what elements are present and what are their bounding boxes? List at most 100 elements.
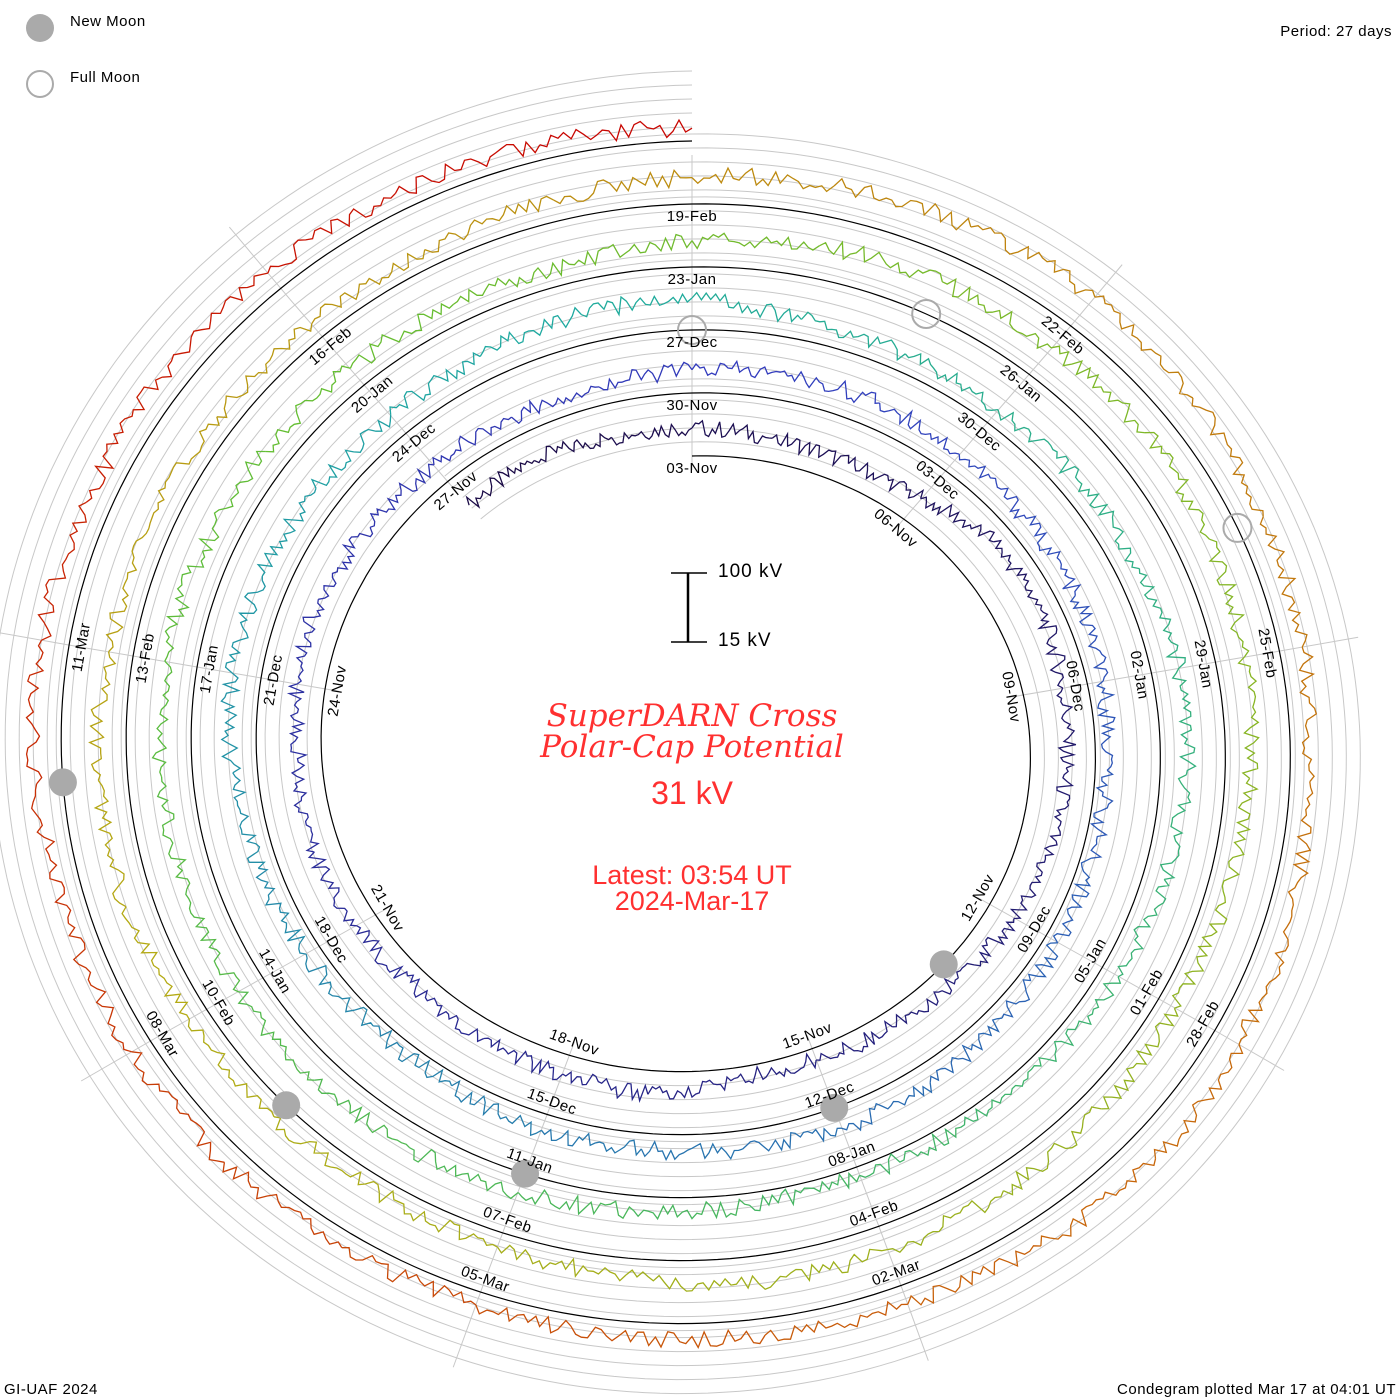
data-segment: [1052, 857, 1092, 944]
data-segment: [369, 463, 435, 528]
data-segment: [800, 311, 906, 362]
data-segment: [30, 783, 72, 924]
grid-spoke: [1202, 1023, 1285, 1071]
date-label: 15-Nov: [780, 1019, 834, 1053]
data-segment: [162, 272, 269, 378]
data-segment: [465, 460, 535, 509]
scale-top-label: 100 kV: [718, 561, 784, 582]
data-segment: [37, 501, 87, 641]
data-segment: [451, 1079, 542, 1137]
date-label: 19-Feb: [667, 208, 718, 225]
data-segment: [355, 925, 421, 988]
data-segment: [475, 1304, 620, 1342]
data-segment: [1077, 480, 1140, 570]
data-segment: [993, 539, 1043, 610]
data-segment: [1138, 568, 1186, 669]
data-segment: [68, 922, 132, 1053]
grid-spoke: [1201, 653, 1266, 665]
data-segment: [307, 851, 357, 927]
data-segment: [294, 599, 325, 685]
data-segment: [833, 177, 972, 231]
date-label: 05-Jan: [1071, 935, 1110, 986]
data-segment: [290, 768, 320, 853]
data-segment: [1259, 516, 1308, 648]
date-label: 06-Nov: [870, 505, 920, 551]
grid-spoke: [331, 347, 374, 396]
data-segment: [305, 953, 374, 1027]
data-segment: [1003, 1106, 1102, 1196]
data-segment: [610, 423, 693, 446]
legend-label: Full Moon: [70, 68, 141, 86]
data-segment: [625, 1269, 760, 1292]
data-segment: [691, 291, 802, 323]
legend-full-moon: Full Moon: [26, 68, 141, 98]
credit-label: GI-UAF 2024: [4, 1381, 98, 1398]
data-segment: [691, 419, 773, 445]
data-segment: [237, 991, 315, 1081]
grid-spoke: [80, 1033, 163, 1082]
data-segment: [265, 365, 351, 453]
grid-spoke: [146, 657, 211, 670]
data-segment: [929, 1017, 1003, 1083]
data-segment: [819, 240, 943, 282]
data-segment: [691, 359, 789, 379]
data-segment: [749, 1171, 861, 1212]
new-moon-marker: [272, 1091, 301, 1120]
data-segment: [394, 140, 541, 194]
grid-spoke: [274, 939, 332, 972]
data-segment: [1009, 845, 1055, 920]
data-segment: [148, 416, 220, 529]
data-segment: [1153, 1044, 1244, 1159]
data-segment: [1069, 595, 1109, 682]
grid-spoke: [0, 632, 83, 648]
latest-date: 2024-Mar-17: [614, 886, 770, 916]
date-label: 30-Nov: [666, 397, 717, 414]
data-segment: [758, 1248, 888, 1290]
data-segment: [517, 1189, 635, 1220]
data-segment: [1089, 769, 1114, 859]
scale-bar: [671, 572, 707, 643]
data-segment: [511, 385, 600, 425]
grid-spoke: [851, 1153, 875, 1214]
data-segment: [1238, 916, 1293, 1045]
data-segment: [310, 414, 392, 489]
data-segment: [1237, 656, 1260, 779]
data-segment: [105, 528, 150, 653]
new-moon-icon: [26, 14, 54, 42]
baselines: [60, 140, 1291, 1325]
data-segment: [640, 1140, 743, 1162]
data-segment: [93, 780, 127, 908]
data-segment: [224, 576, 266, 674]
grid-spoke: [1265, 636, 1359, 655]
data-segment: [691, 232, 820, 251]
data-segment: [232, 772, 266, 869]
data-segment: [1287, 781, 1314, 917]
data-segment: [847, 456, 925, 499]
data-segment: [255, 867, 307, 955]
data-segment: [409, 1147, 519, 1200]
data-segment: [1001, 942, 1059, 1019]
grid-spoke: [484, 1219, 509, 1280]
date-label: 28-Feb: [1183, 998, 1223, 1050]
grid-spoke: [289, 298, 332, 348]
data-segment: [413, 986, 485, 1043]
data-segment: [151, 660, 173, 778]
new-moon-marker: [48, 768, 77, 797]
date-label: 07-Feb: [481, 1204, 534, 1237]
grid-spoke: [1061, 264, 1123, 337]
plot-time-label: Condegram plotted Mar 17 at 04:01 UT: [1117, 1381, 1396, 1398]
data-segment: [1101, 1007, 1179, 1110]
data-segment: [185, 888, 241, 993]
data-segment: [1144, 431, 1210, 540]
data-segment: [958, 454, 1027, 519]
data-segment: [164, 550, 206, 662]
data-segment: [1050, 345, 1145, 434]
data-segment: [647, 1075, 735, 1100]
grid-spoke: [452, 1278, 486, 1368]
grid-spoke: [372, 395, 416, 445]
date-label: 02-Mar: [870, 1256, 923, 1289]
legend-label: New Moon: [70, 12, 146, 30]
data-segment: [1046, 976, 1122, 1063]
grid-spoke: [414, 443, 458, 493]
